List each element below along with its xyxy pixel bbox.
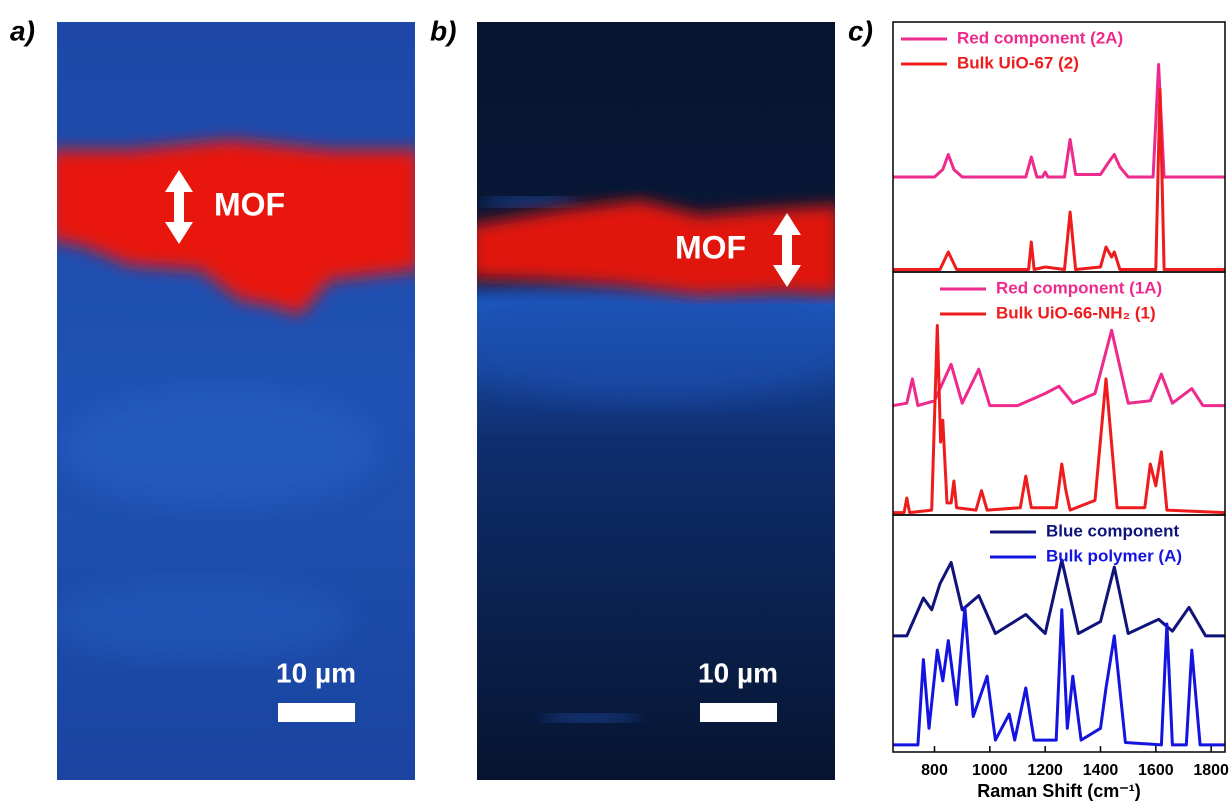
panel-label: b) — [430, 15, 456, 46]
spectrum-line — [893, 324, 1226, 515]
plot-frame — [892, 514, 1226, 753]
x-tick-label: 1400 — [1083, 762, 1119, 779]
x-tick-label: 800 — [921, 762, 948, 779]
spectrum-line — [893, 63, 1225, 179]
annotation: MOF — [214, 186, 285, 222]
legend-label: Bulk UiO-67 (2) — [957, 53, 1079, 72]
legend-label: Red component (2A) — [957, 28, 1123, 47]
annotation: MOF — [675, 229, 746, 265]
spectrum-line — [892, 328, 1225, 408]
x-tick-label: 1600 — [1138, 762, 1174, 779]
spectrum-line — [893, 558, 1225, 638]
spectrum-line — [893, 88, 1225, 271]
scale-bar — [700, 703, 777, 722]
x-axis-label: Raman Shift (cm⁻¹) — [977, 781, 1141, 801]
legend-label: Blue component — [1046, 521, 1180, 540]
panel-label: c) — [848, 15, 873, 46]
legend-label: Red component (1A) — [996, 278, 1162, 297]
scale-label: 10 µm — [276, 657, 356, 688]
scale-label: 10 µm — [698, 657, 778, 688]
x-tick-label: 1800 — [1193, 762, 1229, 779]
map-b — [477, 22, 835, 780]
x-tick-label: 1000 — [972, 762, 1008, 779]
panel-label: a) — [10, 15, 35, 46]
map-a — [57, 22, 415, 780]
legend-label: Bulk UiO-66-NH₂ (1) — [996, 303, 1156, 322]
scale-bar — [278, 703, 355, 722]
legend-label: Bulk polymer (A) — [1046, 546, 1182, 565]
x-tick-label: 1200 — [1027, 762, 1063, 779]
spectrum-line — [893, 605, 1225, 747]
arrow — [165, 170, 801, 287]
